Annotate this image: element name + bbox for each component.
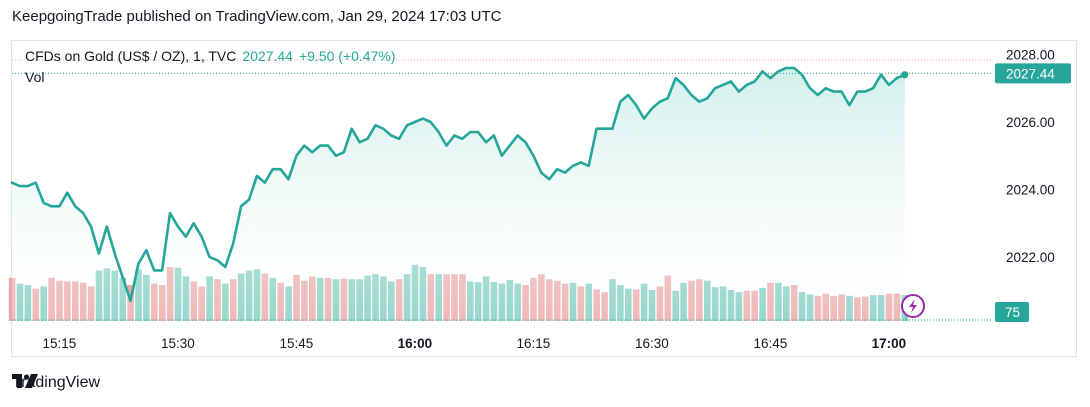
- x-tick-label: 16:00: [398, 336, 433, 351]
- last-price-dot: [901, 71, 909, 79]
- legend-change: +9.50 (+0.47%): [298, 48, 396, 64]
- price-line: [10, 66, 906, 303]
- volume-legend[interactable]: Vol: [25, 69, 45, 85]
- x-tick-label: 16:30: [635, 336, 669, 351]
- y-tick-label: 2024.00: [1006, 182, 1055, 197]
- legend: CFDs on Gold (US$ / OZ), 1, TVC 2027.44 +9…: [25, 48, 395, 64]
- legend-price: 2027.44: [242, 48, 293, 64]
- legend-symbol[interactable]: CFDs on Gold (US$ / OZ), 1, TVC: [25, 48, 237, 64]
- brand-footer[interactable]: TradingView: [12, 374, 100, 392]
- x-tick-label: 16:45: [754, 336, 788, 351]
- lightning-bolt-shape: [909, 299, 917, 313]
- x-tick-label: 17:00: [872, 336, 907, 351]
- x-tick-label: 15:45: [280, 336, 314, 351]
- chart-frame: [11, 40, 1077, 357]
- x-tick-label: 16:15: [517, 336, 551, 351]
- y-tick-label: 2028.00: [1006, 48, 1055, 63]
- price-area: [12, 68, 905, 321]
- publish-info: KeepgoingTrade published on TradingView.…: [12, 8, 502, 25]
- volume-tag-label: 75: [1005, 305, 1020, 320]
- x-tick-label: 15:15: [43, 336, 77, 351]
- y-tick-label: 2022.00: [1006, 250, 1055, 265]
- x-tick-label: 15:30: [161, 336, 195, 351]
- tradingview-logo-icon: [12, 374, 38, 388]
- last-price-tag: [995, 63, 1071, 84]
- last-price-tag-label: 2027.44: [1006, 66, 1055, 81]
- volume-tag: [995, 302, 1029, 322]
- y-tick-label: 2026.00: [1006, 115, 1055, 130]
